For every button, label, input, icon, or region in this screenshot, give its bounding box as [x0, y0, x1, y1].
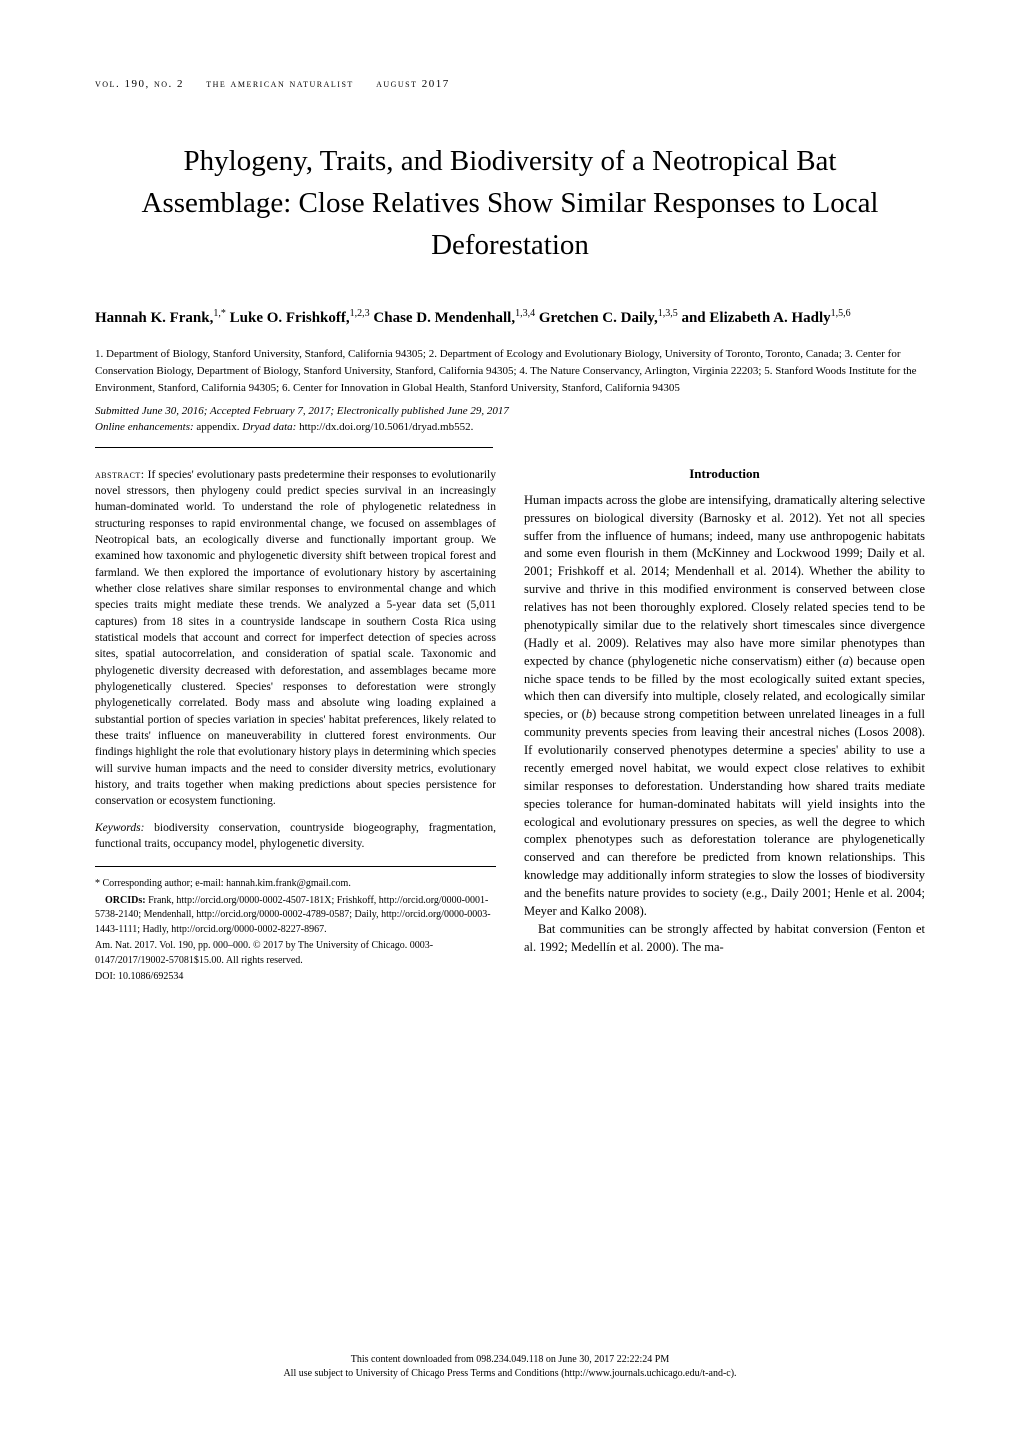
abstract-body: If species' evolutionary pasts predeterm…: [95, 469, 496, 808]
download-line1: This content downloaded from 098.234.049…: [0, 1353, 1020, 1367]
doi: DOI: 10.1086/692534: [95, 970, 496, 985]
abstract: abstract: If species' evolutionary pasts…: [95, 466, 496, 810]
introduction-heading: Introduction: [524, 466, 925, 482]
enhancements-text: appendix.: [196, 421, 242, 433]
author-3: Chase D. Mendenhall,: [373, 310, 515, 326]
author-2-aff: 1,2,3: [350, 308, 370, 319]
author-and: and Elizabeth A. Hadly: [681, 310, 830, 326]
right-column: Introduction Human impacts across the gl…: [524, 466, 925, 987]
section-divider: [95, 447, 493, 448]
journal-name: the american naturalist: [206, 78, 354, 90]
author-5-aff: 1,5,6: [831, 308, 851, 319]
author-4: Gretchen C. Daily,: [539, 310, 658, 326]
orcids-text: Frank, http://orcid.org/0000-0002-4507-1…: [95, 895, 491, 935]
download-line2: All use subject to University of Chicago…: [0, 1367, 1020, 1381]
online-enhancements: Online enhancements: appendix. Dryad dat…: [95, 421, 925, 433]
introduction-body: Human impacts across the globe are inten…: [524, 492, 925, 921]
author-3-aff: 1,3,4: [515, 308, 535, 319]
introduction-para2: Bat communities can be strongly affected…: [524, 921, 925, 957]
keywords-text: biodiversity conservation, countryside b…: [95, 822, 496, 850]
footer-notes: * Corresponding author; e-mail: hannah.k…: [95, 877, 496, 985]
footnote-divider: [95, 866, 496, 867]
author-4-aff: 1,3,5: [658, 308, 678, 319]
intro-p1a: Human impacts across the globe are inten…: [524, 493, 925, 668]
author-list: Hannah K. Frank,1,* Luke O. Frishkoff,1,…: [95, 306, 925, 330]
volume-number: vol. 190, no. 2: [95, 78, 184, 90]
author-1: Hannah K. Frank,: [95, 310, 213, 326]
corresponding-author: * Corresponding author; e-mail: hannah.k…: [95, 877, 496, 892]
submission-dates: Submitted June 30, 2016; Accepted Februa…: [95, 405, 925, 417]
author-2: Luke O. Frishkoff,: [230, 310, 350, 326]
affiliations: 1. Department of Biology, Stanford Unive…: [95, 346, 925, 397]
dryad-label: Dryad data:: [242, 421, 296, 433]
download-credit: This content downloaded from 098.234.049…: [0, 1353, 1020, 1381]
journal-info: Am. Nat. 2017. Vol. 190, pp. 000–000. © …: [95, 939, 496, 968]
keywords: Keywords: biodiversity conservation, cou…: [95, 820, 496, 853]
enhancements-label: Online enhancements:: [95, 421, 194, 433]
dryad-url: http://dx.doi.org/10.5061/dryad.mb552.: [299, 421, 473, 433]
journal-header: vol. 190, no. 2 the american naturalist …: [95, 78, 925, 90]
issue-date: august 2017: [376, 78, 450, 90]
abstract-label: abstract:: [95, 467, 145, 481]
keywords-label: Keywords:: [95, 822, 144, 834]
author-1-aff: 1,*: [213, 308, 226, 319]
intro-p1c: ) because strong competition between unr…: [524, 707, 925, 918]
left-column: abstract: If species' evolutionary pasts…: [95, 466, 496, 987]
orcids: ORCIDs: Frank, http://orcid.org/0000-000…: [95, 894, 496, 938]
article-title: Phylogeny, Traits, and Biodiversity of a…: [95, 140, 925, 266]
